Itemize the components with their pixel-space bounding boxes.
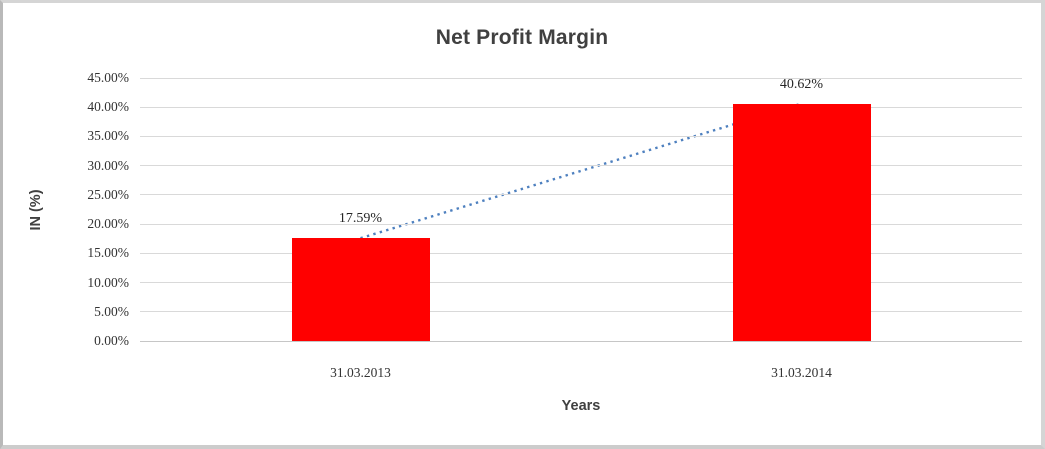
y-tick-label: 40.00% — [87, 99, 129, 115]
y-tick-label: 0.00% — [94, 333, 129, 348]
y-tick-label: 20.00% — [87, 216, 129, 232]
x-axis-title: Years — [561, 398, 601, 414]
data-label: 17.59% — [338, 211, 383, 227]
y-tick-label: 10.00% — [87, 274, 129, 290]
bar-31.03.2014 — [732, 103, 871, 341]
y-tick-label: 30.00% — [87, 157, 129, 173]
y-tick-label: 25.00% — [87, 186, 129, 202]
chart-title: Net Profit Margin — [435, 26, 609, 49]
plot-area: 17.59% 40.62% — [140, 76, 1022, 342]
gridline — [140, 252, 1022, 254]
gridline — [140, 106, 1022, 108]
gridline — [140, 223, 1022, 225]
gridline — [140, 282, 1022, 284]
x-axis-line — [140, 340, 1022, 342]
y-tick-label: 35.00% — [87, 128, 129, 144]
gridline — [140, 135, 1022, 137]
x-tick-label: 31.03.2014 — [771, 365, 832, 380]
y-tick-label: 5.00% — [94, 303, 129, 319]
trendline-dotted — [360, 102, 802, 240]
data-label: 40.62% — [779, 76, 824, 92]
gridline — [140, 165, 1022, 167]
gridline — [140, 194, 1022, 196]
y-tick-label: 45.00% — [87, 70, 129, 85]
bar-31.03.2013 — [291, 238, 430, 341]
gridline — [140, 77, 1022, 79]
y-tick-label: 15.00% — [87, 245, 129, 261]
gridline — [140, 311, 1022, 313]
x-tick-label: 31.03.2013 — [330, 365, 391, 380]
